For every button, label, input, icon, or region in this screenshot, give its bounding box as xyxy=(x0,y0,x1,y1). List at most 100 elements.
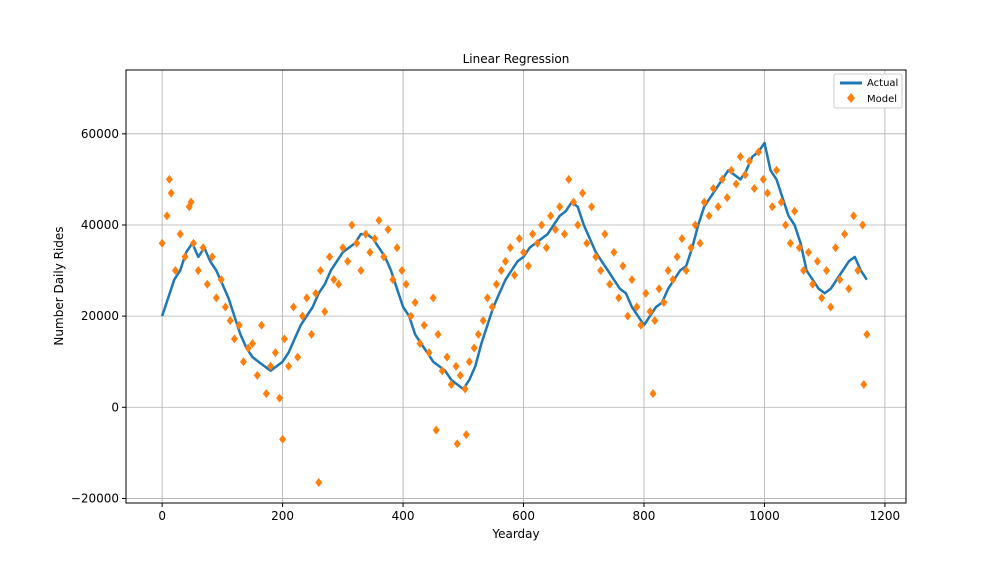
model-point xyxy=(357,266,365,276)
model-point xyxy=(570,197,578,207)
model-point xyxy=(474,329,482,339)
model-point xyxy=(669,275,677,285)
model-point xyxy=(407,311,415,321)
model-point xyxy=(822,266,830,276)
model-point xyxy=(285,361,293,371)
model-point xyxy=(813,256,821,266)
y-tick-label: 0 xyxy=(111,400,119,414)
model-point xyxy=(583,238,591,248)
model-point xyxy=(791,206,799,216)
model-point xyxy=(827,302,835,312)
model-point xyxy=(298,311,306,321)
model-point xyxy=(492,279,500,289)
model-point xyxy=(420,320,428,330)
model-point xyxy=(312,288,320,298)
model-point xyxy=(542,243,550,253)
model-point xyxy=(271,348,279,358)
model-point xyxy=(189,238,197,248)
model-point xyxy=(163,211,171,221)
model-point xyxy=(226,316,234,326)
model-point xyxy=(461,384,469,394)
model-point xyxy=(682,266,690,276)
y-tick-label: 20000 xyxy=(81,309,119,323)
model-point xyxy=(606,279,614,289)
model-point xyxy=(782,220,790,230)
model-point xyxy=(524,261,532,271)
model-point xyxy=(601,229,609,239)
y-axis-label: Number Daily Rides xyxy=(52,226,66,345)
model-point xyxy=(294,352,302,362)
model-point xyxy=(649,389,657,399)
plot-area xyxy=(125,69,907,504)
model-point xyxy=(208,252,216,262)
model-point xyxy=(425,348,433,358)
model-point xyxy=(317,266,325,276)
model-point xyxy=(768,202,776,212)
model-point xyxy=(221,302,229,312)
model-point xyxy=(529,229,537,239)
model-point xyxy=(262,389,270,399)
model-point xyxy=(411,297,419,307)
series-model xyxy=(158,147,871,487)
model-point xyxy=(199,243,207,253)
model-point xyxy=(859,220,867,230)
model-point xyxy=(506,243,514,253)
model-point xyxy=(637,320,645,330)
model-point xyxy=(380,252,388,262)
model-point xyxy=(187,197,195,207)
model-point xyxy=(651,316,659,326)
x-tick-label: 0 xyxy=(158,509,166,523)
model-point xyxy=(456,370,464,380)
model-point xyxy=(176,229,184,239)
model-point xyxy=(560,229,568,239)
model-point xyxy=(850,211,858,221)
model-point xyxy=(727,165,735,175)
model-point xyxy=(165,174,173,184)
legend-model-swatch xyxy=(847,93,855,103)
model-point xyxy=(465,357,473,367)
x-axis-label: Yearday xyxy=(491,527,539,541)
model-point xyxy=(230,334,238,344)
model-point xyxy=(330,275,338,285)
model-point xyxy=(795,243,803,253)
model-point xyxy=(239,357,247,367)
axes-frame xyxy=(125,69,907,504)
model-point xyxy=(841,229,849,239)
model-point xyxy=(574,220,582,230)
model-point xyxy=(462,430,470,440)
model-point xyxy=(709,184,717,194)
model-point xyxy=(326,252,334,262)
model-point xyxy=(745,156,753,166)
model-point xyxy=(687,243,695,253)
model-point xyxy=(597,266,605,276)
x-tick-label: 600 xyxy=(512,509,535,523)
model-point xyxy=(723,193,731,203)
x-tick-label: 1000 xyxy=(749,509,780,523)
model-point xyxy=(447,379,455,389)
model-point xyxy=(592,252,600,262)
model-point xyxy=(718,174,726,184)
model-point xyxy=(203,279,211,289)
model-point xyxy=(633,302,641,312)
legend-actual-label: Actual xyxy=(867,78,898,89)
model-point xyxy=(673,252,681,262)
model-point xyxy=(754,147,762,157)
model-point xyxy=(732,179,740,189)
legend: Actual Model xyxy=(833,73,903,109)
y-tick-label: −20000 xyxy=(71,491,119,505)
model-point xyxy=(308,329,316,339)
model-point xyxy=(818,293,826,303)
y-tick-label: 60000 xyxy=(81,127,119,141)
grid xyxy=(126,70,906,503)
model-point xyxy=(619,261,627,271)
model-point xyxy=(691,220,699,230)
model-point xyxy=(610,247,618,257)
model-point xyxy=(510,270,518,280)
x-axis-ticks: 0 200 400 600 800 1000 1200 xyxy=(158,503,900,523)
model-point xyxy=(565,174,573,184)
model-point xyxy=(362,229,370,239)
model-point xyxy=(366,247,374,257)
model-point xyxy=(429,293,437,303)
x-tick-label: 800 xyxy=(633,509,656,523)
legend-model-label: Model xyxy=(867,94,897,105)
